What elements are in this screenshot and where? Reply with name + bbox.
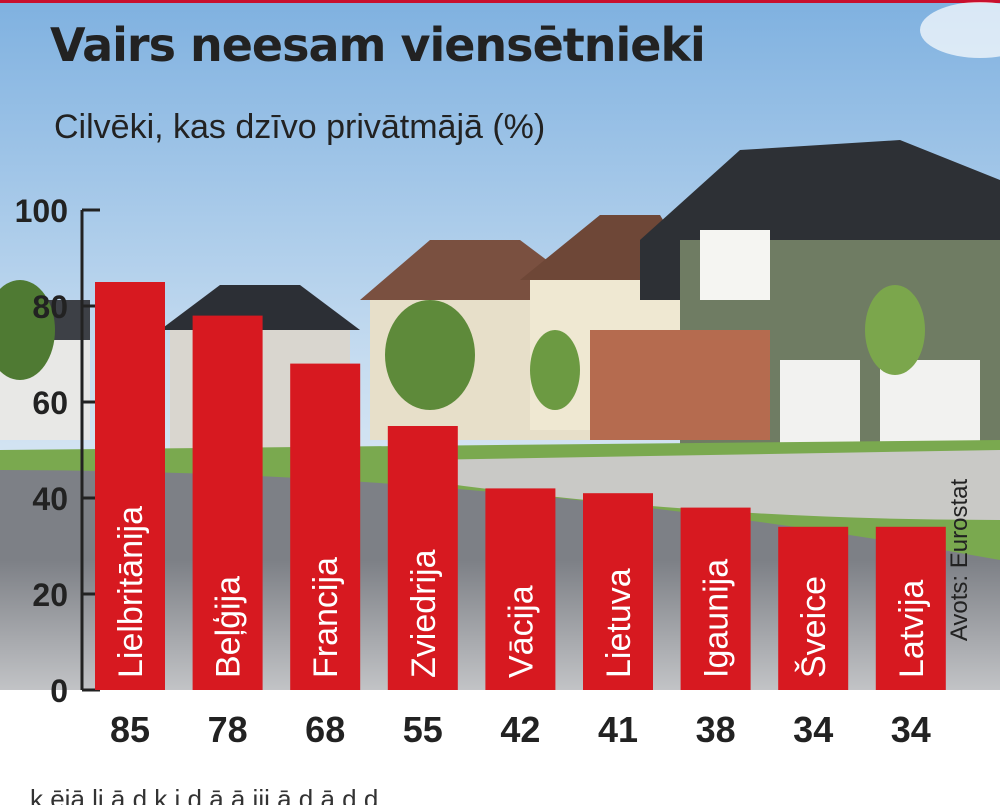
bar-value-label: 68 [305, 709, 345, 750]
bar-series: Lielbritānija Beļģija Francija Zviedrija Vāc… [95, 282, 946, 690]
bar-category-label: Šveice [795, 576, 833, 678]
bar [778, 526, 849, 690]
bar [583, 493, 653, 690]
bar-value-label: 34 [793, 709, 833, 750]
bar-value-label: 41 [598, 709, 638, 750]
y-tick-label: 40 [32, 481, 68, 517]
y-tick-label: 80 [32, 289, 68, 325]
bar-value-label: 42 [500, 709, 540, 750]
chart-subtitle: Cilvēki, kas dzīvo privātmājā (%) [54, 108, 546, 146]
bar-category-label: Beļģija [210, 576, 248, 678]
bar-value-label: 78 [208, 709, 248, 750]
y-tick-label: 20 [32, 577, 68, 613]
bar-category-label: Vācija [502, 585, 540, 678]
chart-title: Vairs neesam viensētnieki [50, 18, 706, 72]
bar [875, 526, 946, 690]
bar [485, 488, 556, 690]
cut-off-text: k ējā li ā d k i d ā ā iji ā d ā d d [30, 784, 379, 805]
bar-category-label: Latvija [893, 580, 931, 678]
source-label: Avots: Eurostat [946, 478, 973, 642]
y-tick-label: 60 [32, 385, 68, 421]
y-tick-label: 0 [50, 673, 68, 709]
bar-category-label: Igaunija [698, 559, 736, 678]
bar [192, 315, 263, 690]
bar [680, 507, 751, 690]
y-axis: 0 20 40 60 80 100 [15, 193, 100, 709]
bar-value-label: 55 [403, 709, 443, 750]
bar [290, 363, 361, 690]
bar-category-label: Lietuva [600, 568, 638, 678]
bar-value-label: 38 [696, 709, 736, 750]
bar [387, 426, 458, 690]
bar-value-label: 34 [891, 709, 931, 750]
bar-category-label: Lielbritānija [112, 506, 150, 678]
bar-category-label: Francija [307, 557, 345, 678]
value-labels: 85 78 68 55 42 41 38 34 34 [110, 709, 931, 750]
bar [95, 282, 165, 690]
y-tick-label: 100 [15, 193, 68, 229]
bar-value-label: 85 [110, 709, 150, 750]
bar-category-label: Zviedrija [405, 549, 443, 678]
